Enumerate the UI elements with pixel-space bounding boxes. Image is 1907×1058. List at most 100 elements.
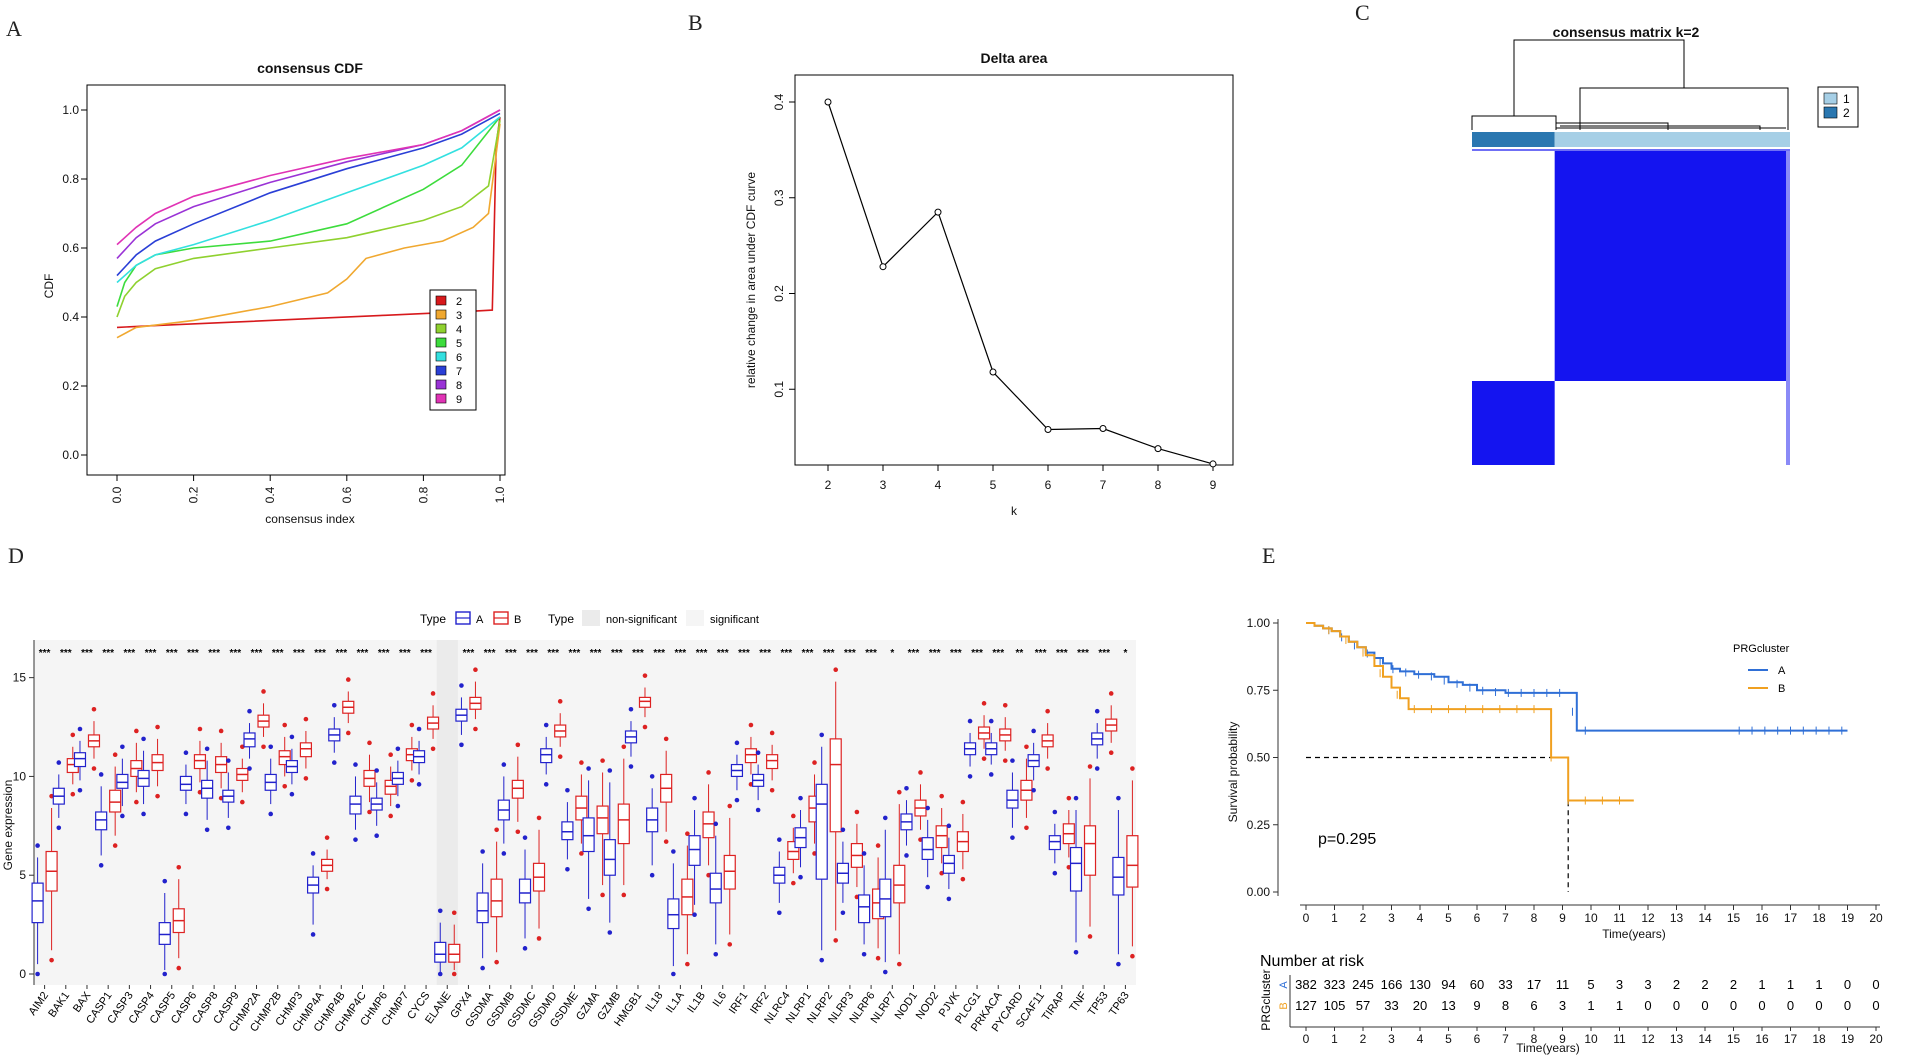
chart-d-xtick-label-IL1B: IL1B — [685, 990, 708, 1015]
chart-d-box-IL1A-A — [667, 898, 680, 930]
chart-d-outlier-PYCARD-B — [1024, 825, 1029, 831]
chart-e-xtick-label: 14 — [1698, 911, 1712, 925]
chart-e-xtick-label: 12 — [1641, 911, 1655, 925]
chart-a-legend-label-7: 7 — [456, 366, 462, 378]
chart-d-significance-CYCS: *** — [420, 648, 432, 659]
chart-d-significance-CHMP7: *** — [399, 648, 411, 659]
risk-table-cell-A-10: 5 — [1587, 977, 1594, 992]
risk-table-xlabel: Time(years) — [1516, 1041, 1580, 1055]
chart-d-significance-TP53: *** — [1098, 648, 1110, 659]
chart-d-significance-CASP3: *** — [124, 648, 136, 659]
chart-d-outlier-SCAF11-B — [1045, 708, 1050, 714]
chart-d-outlier-CASP5-B — [176, 865, 182, 870]
chart-d-outlier-CHMP2B-B — [282, 722, 288, 728]
chart-d-xtick-label-IRF1: IRF1 — [727, 990, 751, 1016]
chart-a-ytick-label: 0.8 — [62, 172, 79, 186]
chart-e-ytick-label: 1.00 — [1247, 616, 1271, 630]
chart-a-series-line-7 — [116, 112, 501, 277]
chart-d-outlier-CHMP4A-A — [310, 851, 316, 856]
chart-d-outlier-TIRAP-B — [1066, 795, 1072, 801]
risk-table-xtick-label: 17 — [1784, 1032, 1798, 1046]
chart-d-box-CASP1-B — [109, 789, 122, 813]
chart-d-outlier-CASP9-A — [226, 758, 231, 763]
chart-e-ytick-label: 0.75 — [1247, 683, 1271, 697]
risk-table-title: Number at risk — [1260, 953, 1365, 970]
chart-d-outlier-CHMP2B-A — [268, 811, 274, 817]
chart-d-box-IL6-A — [709, 872, 722, 904]
chart-a-legend-label-8: 8 — [456, 380, 462, 392]
chart-c-matrix-block-2 — [1472, 381, 1555, 465]
chart-e-ylabel: Survival probability — [1226, 722, 1240, 823]
chart-a-legend-box — [429, 289, 477, 411]
chart-d-significance-TIRAP: *** — [1056, 648, 1068, 659]
chart-d-outlier-CASP8-A — [204, 827, 210, 833]
chart-d-outlier-CHMP4B-B — [345, 677, 351, 682]
chart-d-outlier-NLRP3-B — [854, 809, 860, 815]
chart-d-box-IRF2-B — [766, 754, 779, 770]
chart-d-outlier-CASP6-A — [183, 811, 189, 817]
chart-d-outlier-NLRC4-B — [791, 813, 796, 819]
chart-d-significance-CASP9: *** — [229, 648, 241, 659]
chart-d-outlier-IL1B-B — [706, 770, 711, 775]
risk-table-cell-A-18: 1 — [1815, 977, 1822, 992]
chart-d-box-GSDME-A — [561, 821, 574, 841]
chart-d-outlier-CASP3-B — [134, 728, 139, 734]
chart-d-outlier-IRF2-A — [755, 750, 761, 756]
chart-d-outlier-CASP4-A — [141, 811, 146, 817]
chart-d-outlier-CYCS-B — [430, 746, 436, 752]
chart-d-outlier-GSDME-A — [565, 866, 570, 872]
risk-table-cell-B-18: 0 — [1815, 998, 1822, 1013]
chart-b-ylabel: relative change in area under CDF curve — [744, 172, 758, 388]
chart-a-legend-swatch-6 — [435, 351, 447, 362]
chart-d-outlier-GZMB-B — [621, 892, 627, 898]
chart-d-outlier-ELANE-A — [437, 971, 443, 977]
chart-d-outlier-TP53-B — [1108, 750, 1114, 756]
chart-d-legend-bg-label-1: significant — [710, 614, 759, 626]
risk-table-cell-A-4: 130 — [1409, 977, 1431, 992]
chart-d-outlier-NLRP6-B — [875, 843, 881, 848]
chart-d-outlier-CYCS-A — [416, 726, 422, 732]
chart-d-outlier-NLRP6-A — [861, 851, 867, 856]
chart-d-significance-BAK1: *** — [60, 648, 72, 659]
chart-d-outlier-TP63-B — [1130, 766, 1135, 771]
chart-d-outlier-PLCG1-B — [981, 701, 987, 706]
chart-d-outlier-ELANE-A — [437, 908, 443, 914]
chart-d-outlier-NOD1-A — [904, 853, 909, 858]
legend-bg-title: Type — [548, 612, 574, 626]
chart-survival: Time(years) Survival probability p=0.295… — [1226, 616, 1883, 1055]
chart-d-outlier-IL6-A — [713, 951, 719, 957]
chart-d-box-CASP3-A — [116, 773, 129, 789]
chart-d-outlier-PRKACA-B — [1002, 758, 1008, 763]
chart-d-outlier-GSDMB-A — [501, 762, 507, 767]
risk-table-xtick-label: 6 — [1474, 1032, 1481, 1046]
chart-d-significance-GSDME: *** — [569, 648, 581, 659]
chart-d-outlier-GSDME-B — [579, 760, 584, 765]
chart-d-significance-CHMP4C: *** — [357, 648, 369, 659]
chart-d-outlier-NOD2-B — [939, 793, 944, 799]
risk-table-cell-A-14: 2 — [1701, 977, 1708, 992]
chart-e-xtick-label: 1 — [1331, 911, 1338, 925]
chart-a-legend-swatch-4 — [435, 323, 447, 334]
chart-d-outlier-TP63-B — [1130, 953, 1135, 959]
chart-e-pvalue: p=0.295 — [1318, 831, 1376, 848]
chart-d-ytick-label: 15 — [13, 671, 27, 685]
risk-table-xtick-label: 20 — [1869, 1032, 1883, 1046]
chart-e-xtick-label: 5 — [1445, 911, 1452, 925]
chart-d-outlier-CHMP6-B — [388, 752, 393, 757]
chart-d-significance-IRF1: *** — [738, 648, 750, 659]
chart-e-xtick-label: 17 — [1784, 911, 1798, 925]
chart-d-outlier-AIM2-A — [35, 971, 40, 977]
chart-e-legend-title: PRGcluster — [1733, 643, 1790, 655]
risk-table-cell-A-6: 60 — [1470, 977, 1484, 992]
chart-d-significance-TNF: *** — [1077, 648, 1089, 659]
chart-d-outlier-TNF-B — [1087, 764, 1093, 769]
chart-d-box-TNF-A — [1069, 846, 1083, 892]
chart-d-outlier-IL1B-A — [692, 912, 697, 918]
chart-d-outlier-PYCARD-A — [1010, 835, 1015, 840]
chart-b-plot-frame — [794, 74, 1234, 466]
chart-consensus-matrix: consensus matrix k=2 12 — [1471, 24, 1859, 465]
chart-d-outlier-GPX4-A — [459, 683, 464, 688]
chart-d-outlier-IRF2-A — [755, 807, 761, 813]
chart-d-outlier-PLCG1-B — [981, 756, 987, 761]
